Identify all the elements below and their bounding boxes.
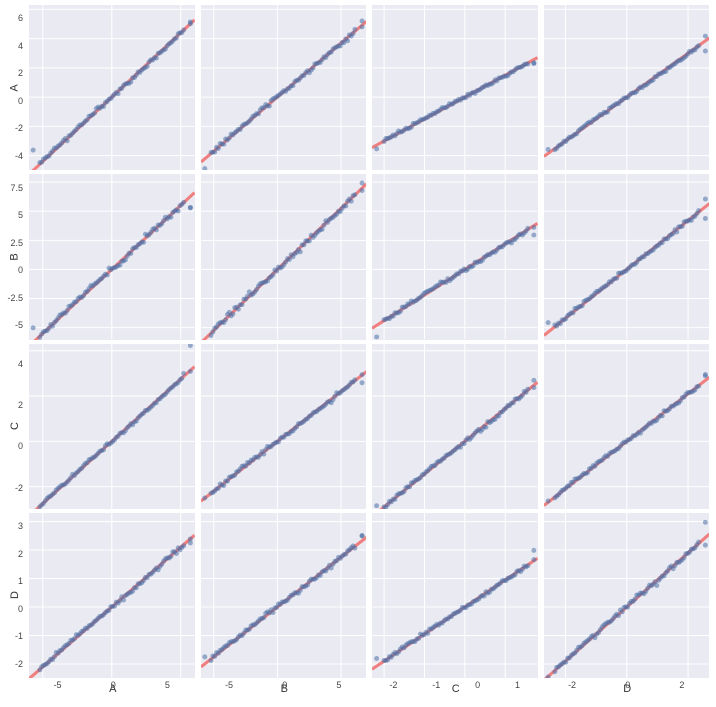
row-label-D: D: [4, 512, 26, 679]
y-axis-label: A: [9, 84, 21, 91]
scatter-svg: [201, 174, 367, 339]
scatter-svg: [544, 174, 710, 339]
scatter-svg: [201, 513, 367, 678]
panel-D-vs-D: -202: [543, 512, 713, 679]
panel-C-vs-D: [543, 343, 713, 510]
scatter-svg: [372, 513, 538, 678]
scatter-svg: [372, 344, 538, 509]
scatter-svg: [201, 344, 367, 509]
y-axis-label: C: [9, 422, 21, 430]
scatter-svg: [544, 344, 710, 509]
scatter-svg: [544, 513, 710, 678]
panel-D-vs-A: 3210-1-2-505: [28, 512, 198, 679]
panel-A-vs-D: [543, 4, 713, 171]
panel-C-vs-B: [200, 343, 370, 510]
col-label-B: B: [200, 681, 370, 703]
panel-D-vs-C: -2-101: [371, 512, 541, 679]
scatter-svg: [201, 5, 367, 170]
panel-A-vs-C: [371, 4, 541, 171]
panel-C-vs-C: [371, 343, 541, 510]
scatter-svg: [372, 174, 538, 339]
col-label-C: C: [371, 681, 541, 703]
col-label-A: A: [28, 681, 198, 703]
panel-B-vs-A: 7.552.50-2.5-5: [28, 173, 198, 340]
scatter-svg: [29, 5, 195, 170]
row-label-A: A: [4, 4, 26, 171]
panel-C-vs-A: 420-2: [28, 343, 198, 510]
panel-A-vs-A: 6420-2-4: [28, 4, 198, 171]
panel-D-vs-B: -505: [200, 512, 370, 679]
row-label-B: B: [4, 173, 26, 340]
row-label-C: C: [4, 343, 26, 510]
scatter-svg: [29, 174, 195, 339]
scatter-svg: [372, 5, 538, 170]
scatter-svg: [29, 513, 195, 678]
scatter-svg: [29, 344, 195, 509]
panel-B-vs-C: [371, 173, 541, 340]
col-label-D: D: [543, 681, 713, 703]
scatter-svg: [544, 5, 710, 170]
panel-A-vs-B: [200, 4, 370, 171]
qq-pair-grid: A 6420-2-4 B 7.552.50-2.5-5 C 420-2 D 3210-1-2-…: [0, 0, 716, 707]
panel-B-vs-D: [543, 173, 713, 340]
y-axis-label: D: [9, 591, 21, 599]
y-axis-label: B: [9, 253, 21, 260]
panel-B-vs-B: [200, 173, 370, 340]
